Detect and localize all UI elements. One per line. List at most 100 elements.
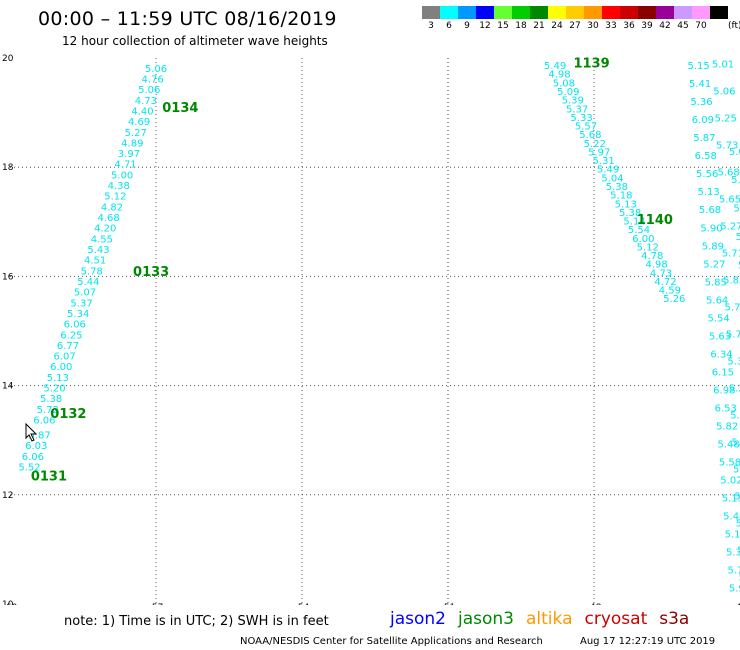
wave-height-value: 6.00 bbox=[632, 234, 654, 245]
wave-height-value: 5.01 bbox=[712, 59, 734, 70]
wave-height-value: 4.71 bbox=[114, 160, 136, 171]
wave-height-value: 6.15 bbox=[712, 367, 734, 378]
lon-tick-label: -57 bbox=[149, 603, 164, 605]
legend-altika: altika bbox=[526, 609, 573, 629]
wave-height-value: 5.31 bbox=[726, 548, 740, 559]
colorbar-label: 15 bbox=[497, 21, 509, 31]
wave-height-value: 4.59 bbox=[659, 286, 681, 297]
wave-height-value: 5.89 bbox=[702, 241, 724, 252]
credit-line: NOAA/NESDIS Center for Satellite Applica… bbox=[240, 636, 543, 647]
pass-time-label: 0133 bbox=[133, 265, 169, 280]
wave-height-value: 5.38 bbox=[606, 182, 628, 193]
colorbar-swatch: 27 bbox=[566, 6, 584, 31]
wave-height-value: 4.82 bbox=[101, 202, 123, 213]
wave-height-value: 5.31 bbox=[593, 156, 615, 167]
wave-height-value: 5.49 bbox=[544, 61, 566, 72]
wave-height-value: 5.65 bbox=[719, 195, 740, 206]
legend-jason3: jason3 bbox=[458, 609, 514, 629]
wave-height-value: 5.04 bbox=[601, 173, 623, 184]
colorbar-label: 18 bbox=[515, 21, 527, 31]
wave-height-value: 5.27 bbox=[125, 128, 147, 139]
legend-cryosat: cryosat bbox=[584, 609, 648, 629]
wave-height-value: 5.36 bbox=[690, 97, 712, 108]
wave-height-value: 5.15 bbox=[722, 494, 740, 505]
pass-time-label: 1140 bbox=[637, 213, 673, 228]
lat-tick-label: 18 bbox=[2, 163, 14, 173]
colorbar-swatch bbox=[710, 6, 728, 19]
wave-height-value: 5.91 bbox=[729, 584, 740, 595]
units-note: note: 1) Time is in UTC; 2) SWH is in fe… bbox=[64, 614, 329, 629]
wave-height-value: 5.73 bbox=[730, 411, 740, 422]
wave-height-value: 5.78 bbox=[81, 266, 103, 277]
wave-height-value: 5.72 bbox=[727, 566, 740, 577]
wave-height-value: 4.69 bbox=[128, 117, 150, 128]
wave-height-value: 5.04 bbox=[733, 465, 740, 476]
colorbar-label: 45 bbox=[677, 21, 689, 31]
wave-height-value: 5.96 bbox=[732, 438, 740, 449]
pass-time-label: 0134 bbox=[162, 101, 198, 116]
wave-height-value: 5.06 bbox=[733, 204, 740, 215]
wave-height-value: 5.71 bbox=[722, 249, 740, 260]
wave-height-value: 5.08 bbox=[553, 78, 575, 89]
wave-height-value: 5.27 bbox=[703, 259, 725, 270]
wave-height-value: 5.72 bbox=[37, 405, 59, 416]
wave-height-value: 5.73 bbox=[716, 140, 738, 151]
wave-height-value: 5.63 bbox=[709, 331, 731, 342]
colorbar-swatch: 24 bbox=[548, 6, 566, 31]
wave-height-value: 5.37 bbox=[566, 104, 588, 115]
colorbar-swatch: 6 bbox=[440, 6, 458, 31]
wave-height-value: 5.07 bbox=[74, 288, 96, 299]
wave-height-value: 4.51 bbox=[84, 256, 106, 267]
wave-height-value: 5.65 bbox=[734, 492, 740, 503]
wave-height-value: 5.98 bbox=[738, 260, 740, 271]
wave-height-value: 5.00 bbox=[111, 170, 133, 181]
wave-height-value: 5.64 bbox=[706, 295, 728, 306]
colorbar-label: 24 bbox=[551, 21, 563, 31]
wave-height-value: 5.54 bbox=[707, 313, 729, 324]
wave-height-value: 5.26 bbox=[663, 294, 685, 305]
wave-height-value: 4.72 bbox=[654, 277, 676, 288]
colorbar-swatch: 30 bbox=[584, 6, 602, 31]
wave-height-value: 6.98 bbox=[713, 385, 735, 396]
wave-height-value: 5.13 bbox=[615, 199, 637, 210]
wave-height-value: 5.82 bbox=[716, 421, 738, 432]
wave-height-value: 5.37 bbox=[70, 298, 92, 309]
wave-height-value: 5.81 bbox=[736, 232, 740, 243]
wave-height-value: 5.68 bbox=[579, 130, 601, 141]
wave-height-value: 5.06 bbox=[145, 64, 167, 75]
wave-height-value: 6.34 bbox=[710, 349, 732, 360]
colorbar-label: 3 bbox=[428, 21, 434, 31]
lon-tick-label: -48 bbox=[587, 603, 602, 605]
wave-height-value: 6.00 bbox=[50, 362, 72, 373]
wave-height-value: 5.52 bbox=[18, 462, 40, 473]
wave-height-value: 5.01 bbox=[729, 147, 740, 158]
wave-height-value: 5.87 bbox=[693, 133, 715, 144]
wave-height-map: -60-57-54-51-48-452018161412105.064.765.… bbox=[2, 54, 740, 605]
lat-tick-label: 14 bbox=[2, 382, 14, 392]
wave-height-value: 5.13 bbox=[697, 187, 719, 198]
wave-height-value: 5.43 bbox=[87, 245, 109, 256]
wave-height-value: 5.72 bbox=[726, 330, 740, 341]
lon-tick-label: -45 bbox=[733, 603, 740, 605]
colorbar-label: 36 bbox=[623, 21, 635, 31]
wave-height-value: 5.20 bbox=[43, 384, 65, 395]
legend-jason2: jason2 bbox=[390, 609, 446, 629]
wave-height-value: 5.75 bbox=[725, 303, 740, 314]
legend-s3a: s3a bbox=[659, 609, 690, 629]
colorbar-swatch: 70 bbox=[692, 6, 710, 31]
wave-height-value: 6.53 bbox=[715, 403, 737, 414]
wave-height-value: 4.73 bbox=[650, 268, 672, 279]
wave-height-value: 5.06 bbox=[138, 85, 160, 96]
wave-height-value: 5.14 bbox=[623, 217, 645, 228]
lon-tick-label: -54 bbox=[295, 603, 310, 605]
mouse-pointer-icon bbox=[25, 422, 38, 442]
wave-height-value: 5.90 bbox=[700, 223, 722, 234]
wave-height-value: 5.06 bbox=[713, 86, 735, 97]
colorbar-swatch: 15 bbox=[494, 6, 512, 31]
colorbar-unit: (ft) bbox=[728, 21, 740, 31]
colorbar-label: 9 bbox=[464, 21, 470, 31]
wave-height-value: 5.33 bbox=[727, 357, 740, 368]
colorbar-swatch: 36 bbox=[620, 6, 638, 31]
wave-height-value: 5.15 bbox=[688, 61, 710, 72]
wave-height-value: 6.06 bbox=[22, 452, 44, 463]
